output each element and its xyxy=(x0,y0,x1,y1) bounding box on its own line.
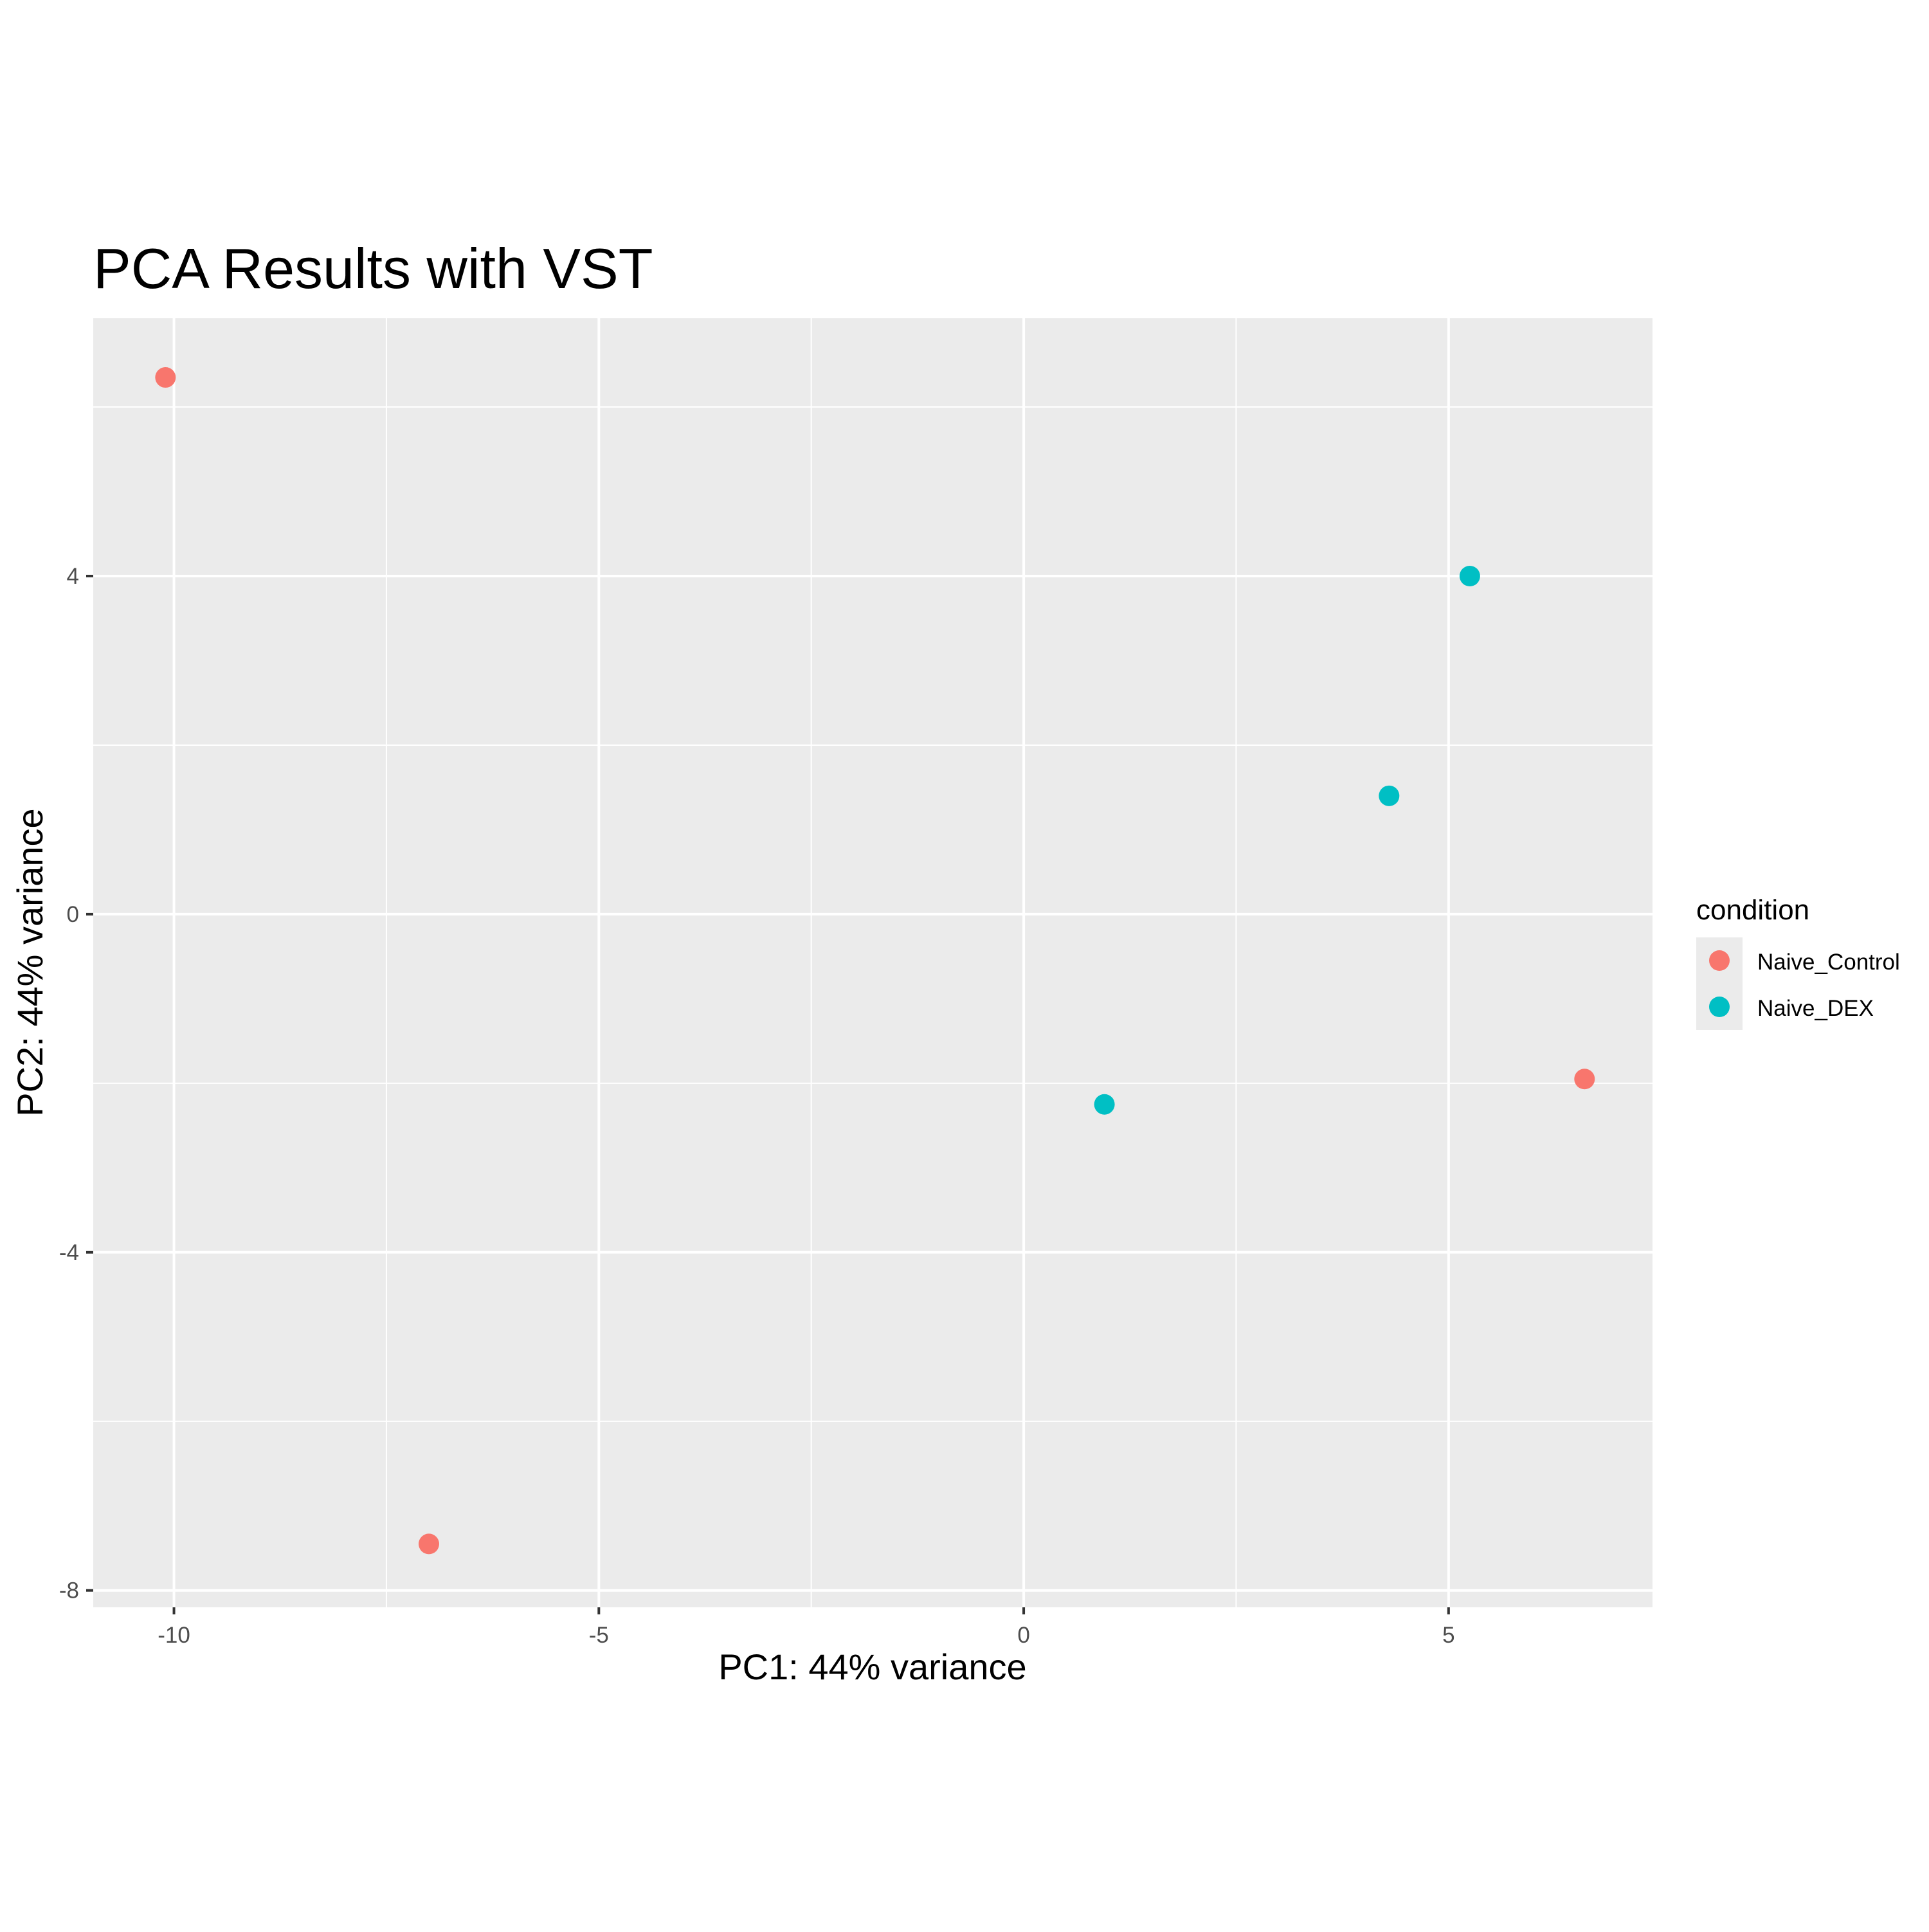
legend-label-naive-control: Naive_Control xyxy=(1757,950,1900,975)
y-tick-label: 4 xyxy=(67,564,79,589)
legend-title: condition xyxy=(1696,894,1809,926)
x-axis-label: PC1: 44% variance xyxy=(718,1647,1026,1687)
plot-panel xyxy=(93,318,1653,1607)
x-tick-labels: -10 -5 0 5 xyxy=(158,1623,1454,1648)
y-tick-label: -4 xyxy=(59,1240,79,1265)
major-gridlines xyxy=(93,318,1653,1607)
legend: condition Naive_Control Naive_DEX xyxy=(1696,894,1900,1030)
data-point-naive-control xyxy=(419,1533,440,1555)
data-point-naive-dex xyxy=(1379,785,1400,806)
data-point-naive-control xyxy=(155,367,176,388)
legend-key-naive-dex xyxy=(1709,997,1730,1017)
data-point-naive-dex xyxy=(1094,1094,1115,1115)
y-tick-label: -8 xyxy=(59,1578,79,1603)
y-axis-label: PC2: 44% variance xyxy=(10,808,50,1116)
minor-gridlines xyxy=(93,318,1653,1607)
data-points xyxy=(155,367,1595,1555)
axis-ticks xyxy=(86,575,1450,1614)
x-tick-label: -5 xyxy=(589,1623,609,1648)
legend-label-naive-dex: Naive_DEX xyxy=(1757,996,1874,1021)
data-point-naive-dex xyxy=(1459,566,1480,586)
chart-title: PCA Results with VST xyxy=(93,237,653,300)
x-tick-label: -10 xyxy=(158,1623,190,1648)
data-point-naive-control xyxy=(1574,1069,1595,1090)
y-tick-label: 0 xyxy=(67,902,79,927)
x-tick-label: 0 xyxy=(1017,1623,1029,1648)
y-tick-labels: -8 -4 0 4 xyxy=(59,564,79,1603)
x-tick-label: 5 xyxy=(1442,1623,1454,1648)
legend-key-naive-control xyxy=(1709,950,1730,971)
